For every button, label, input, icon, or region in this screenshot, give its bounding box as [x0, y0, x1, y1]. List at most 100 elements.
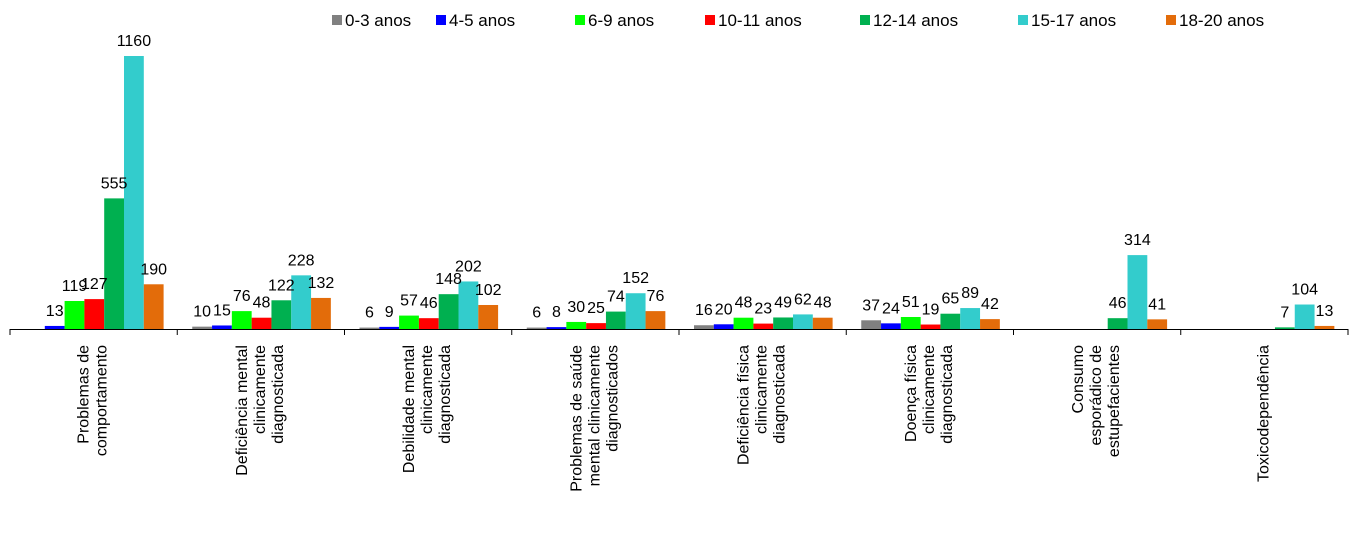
category-label-4: Deficiência físicaclinicamentediagnostic… [736, 345, 789, 465]
bar-6-4 [1107, 318, 1128, 329]
bar-5-5 [960, 308, 981, 329]
bar-5-3 [920, 324, 941, 329]
legend-label-1: 4-5 anos [449, 11, 515, 30]
legend-label-0: 0-3 anos [345, 11, 411, 30]
data-label-5-0: 37 [862, 297, 880, 314]
data-label-4-4: 49 [774, 294, 792, 311]
bar-7-5 [1294, 304, 1315, 329]
bar-0-6 [143, 284, 164, 329]
category-label-line: Consumo [1070, 345, 1087, 414]
data-label-2-3: 46 [420, 295, 438, 312]
legend-label-6: 18-20 anos [1179, 11, 1264, 30]
category-label-line: Doença física [903, 345, 920, 442]
bar-5-2 [900, 316, 921, 329]
category-label-line: mental clinicamente [586, 345, 603, 487]
data-label-1-6: 132 [308, 275, 335, 292]
bar-3-1 [546, 327, 567, 329]
data-label-0-1: 13 [46, 303, 64, 320]
chart-legend: 0-3 anos 4-5 anos 6-9 anos 10-11 anos 12-14 … [332, 11, 1264, 30]
x-axis-category-labels: Problemas decomportamento Deficiência men… [76, 345, 1273, 492]
bar-7-4 [1274, 327, 1295, 329]
data-label-3-0: 6 [532, 305, 541, 322]
data-label-5-1: 24 [882, 300, 900, 317]
data-label-6-4: 46 [1109, 295, 1127, 312]
bar-4-3 [753, 323, 774, 329]
legend-label-2: 6-9 anos [588, 11, 654, 30]
category-label-line: diagnosticada [270, 345, 287, 444]
legend-swatch-4 [860, 15, 870, 25]
data-label-2-6: 102 [475, 282, 502, 299]
bar-3-5 [625, 293, 646, 329]
legend-swatch-5 [1018, 15, 1028, 25]
data-label-2-1: 9 [385, 304, 394, 321]
category-label-line: clinicamente [252, 345, 269, 434]
bar-4-2 [733, 317, 754, 329]
bar-3-3 [586, 323, 606, 329]
bar-0-4 [104, 198, 124, 329]
bar-7-6 [1314, 325, 1335, 329]
category-label-line: Toxicodependência [1255, 345, 1272, 482]
data-label-0-6: 190 [140, 261, 167, 278]
data-label-0-4: 555 [101, 175, 128, 192]
bar-5-4 [940, 313, 961, 329]
data-label-7-5: 104 [1291, 282, 1318, 299]
category-label-line: clinicamente [419, 345, 436, 434]
bar-1-1 [212, 325, 232, 329]
category-label-line: diagnosticados [604, 345, 621, 452]
data-label-3-6: 76 [647, 288, 665, 305]
category-label-7: Toxicodependência [1255, 345, 1272, 482]
bar-6-6 [1147, 319, 1168, 329]
bar-5-6 [980, 319, 1000, 329]
bar-4-5 [793, 314, 813, 329]
bar-0-5 [124, 56, 144, 329]
bar-4-6 [812, 317, 833, 329]
bar-2-5 [458, 281, 479, 329]
bar-1-3 [251, 317, 272, 329]
legend-swatch-6 [1166, 15, 1176, 25]
category-label-line: clinicamente [921, 345, 938, 434]
data-label-3-4: 74 [607, 289, 625, 306]
category-label-line: Problemas de saúde [568, 345, 585, 492]
bar-1-0 [192, 326, 213, 329]
data-label-2-5: 202 [455, 258, 482, 275]
legend-swatch-0 [332, 15, 342, 25]
data-label-4-3: 23 [754, 301, 772, 318]
category-label-line: Debilidade mental [401, 345, 418, 473]
data-label-0-2: 119 [62, 278, 88, 295]
legend-swatch-1 [436, 15, 446, 25]
data-label-1-2: 76 [233, 288, 251, 305]
bar-0-3 [84, 299, 105, 329]
data-label-6-6: 41 [1148, 296, 1166, 313]
data-label-4-1: 20 [715, 301, 733, 318]
data-label-3-3: 25 [587, 300, 605, 317]
chart-bars [44, 56, 1335, 329]
bar-2-2 [399, 315, 419, 329]
data-label-1-0: 10 [193, 304, 211, 321]
category-label-3: Problemas de saúdemental clinicamentedia… [568, 345, 621, 492]
category-label-line: diagnosticada [437, 345, 454, 444]
data-label-4-6: 48 [814, 295, 832, 312]
data-label-4-5: 62 [794, 291, 812, 308]
bar-4-1 [713, 324, 734, 329]
data-label-0-3: 127 [81, 276, 108, 293]
category-label-line: Deficiência física [736, 345, 753, 465]
data-label-5-3: 19 [922, 302, 940, 319]
x-axis-ticks [9, 329, 1349, 335]
data-label-5-6: 42 [981, 296, 999, 313]
data-label-0-5: 1160 [117, 33, 152, 50]
category-label-line: comportamento [94, 345, 111, 456]
category-label-line: diagnosticada [939, 345, 956, 444]
data-label-2-4: 148 [435, 271, 462, 288]
bar-5-1 [881, 323, 901, 329]
bar-1-5 [291, 275, 312, 329]
legend-label-5: 15-17 anos [1031, 11, 1116, 30]
bar-1-6 [311, 297, 331, 329]
bar-4-0 [694, 325, 714, 329]
category-label-line: clinicamente [754, 345, 771, 434]
data-label-3-1: 8 [552, 304, 561, 321]
data-label-1-1: 15 [213, 302, 231, 319]
legend-swatch-2 [575, 15, 585, 25]
bar-4-4 [773, 317, 793, 329]
